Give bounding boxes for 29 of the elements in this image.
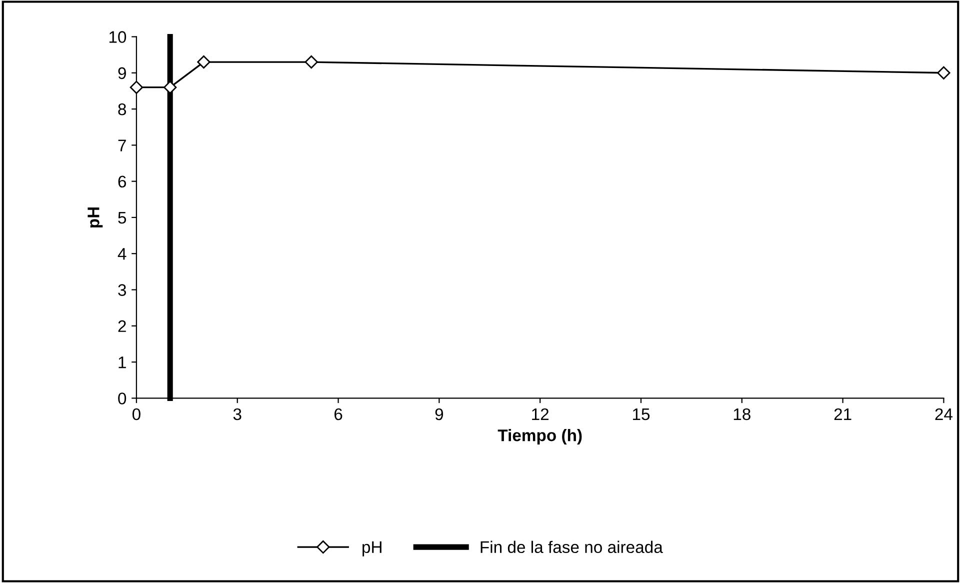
y-tick-label: 7 (118, 140, 126, 152)
x-tick-label: 6 (334, 408, 342, 420)
x-tick-label: 3 (233, 408, 242, 420)
y-tick-label: 10 (109, 31, 126, 43)
y-tick-label: 0 (118, 392, 126, 404)
point (130, 80, 144, 94)
legend-label: pH (362, 541, 382, 556)
x-axis-title: Tiempo (h) (498, 429, 582, 445)
y-tick-label: 6 (118, 176, 126, 188)
y-tick-label: 5 (118, 212, 126, 224)
y-tick-label: 3 (118, 284, 126, 296)
y-tick-label: 2 (118, 320, 126, 332)
x-tick-label: 12 (532, 408, 549, 420)
x-tick-label: 24 (935, 408, 952, 420)
x-tick-label: 15 (632, 408, 650, 420)
point (937, 66, 950, 80)
y-tick-label: 9 (118, 67, 126, 80)
y-tick-label: 4 (118, 248, 126, 260)
point (197, 55, 210, 69)
y-axis-title: pH (88, 207, 103, 228)
x-tick-label: 9 (435, 408, 444, 420)
point (304, 55, 318, 69)
y-tick-label: 1 (118, 356, 126, 368)
y-tick-label: 8 (118, 103, 126, 116)
x-tick-label: 21 (834, 408, 852, 420)
x-tick-label: 0 (132, 408, 140, 420)
legend-label: Fin de la fase no aireada (480, 540, 663, 554)
x-tick-label: 18 (734, 408, 750, 420)
point (164, 80, 177, 94)
